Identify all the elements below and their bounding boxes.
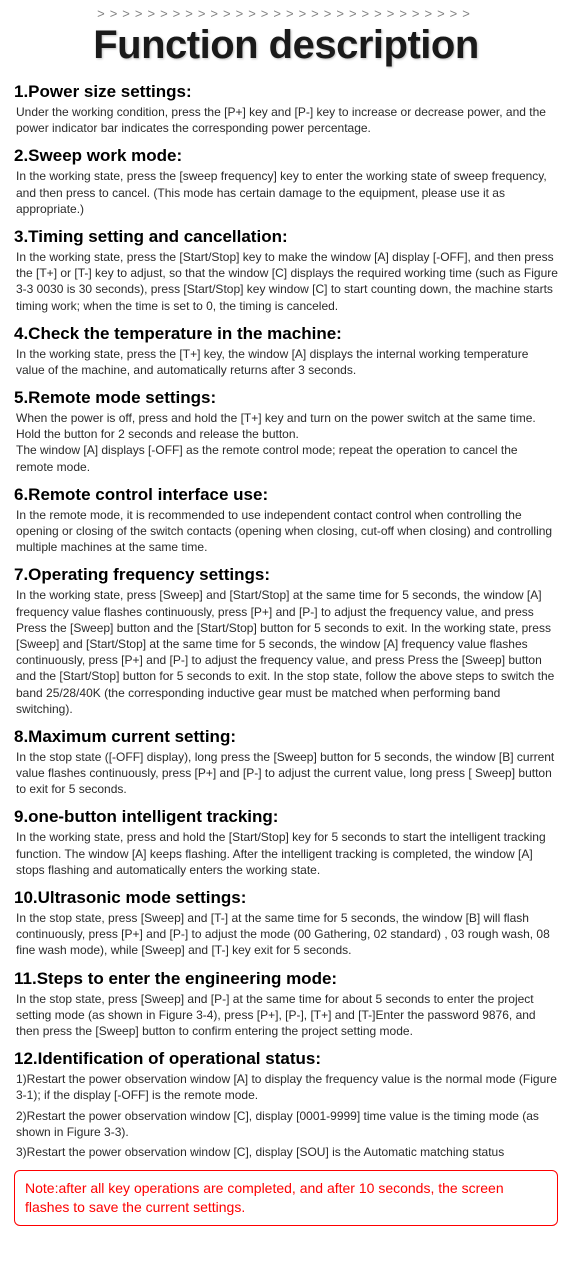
section-heading: 11.Steps to enter the engineering mode: (14, 969, 558, 989)
sections-container: 1.Power size settings:Under the working … (14, 82, 558, 1160)
section-heading: 2.Sweep work mode: (14, 146, 558, 166)
section-heading: 5.Remote mode settings: (14, 388, 558, 408)
chevron-decoration: >>>>>>>>>>>>>>>>>>>>>>>>>>>>>> (14, 6, 558, 21)
section-body: In the stop state ([-OFF] display), long… (14, 749, 558, 798)
section-heading: 6.Remote control interface use: (14, 485, 558, 505)
section-sub-item: 2)Restart the power observation window [… (14, 1108, 558, 1140)
section: 1.Power size settings:Under the working … (14, 82, 558, 136)
section: 12.Identification of operational status:… (14, 1049, 558, 1160)
section-body: In the working state, press the [sweep f… (14, 168, 558, 217)
section-heading: 1.Power size settings: (14, 82, 558, 102)
section-body: In the working state, press the [Start/S… (14, 249, 558, 314)
section-sub-item: 1)Restart the power observation window [… (14, 1071, 558, 1103)
section: 9.one-button intelligent tracking:In the… (14, 807, 558, 878)
section: 2.Sweep work mode:In the working state, … (14, 146, 558, 217)
section-heading: 12.Identification of operational status: (14, 1049, 558, 1069)
section-sub-item: 3)Restart the power observation window [… (14, 1144, 558, 1160)
section: 4.Check the temperature in the machine:I… (14, 324, 558, 378)
section-body: In the working state, press and hold the… (14, 829, 558, 878)
section-body: In the stop state, press [Sweep] and [T-… (14, 910, 558, 959)
section-body: In the working state, press [Sweep] and … (14, 587, 558, 717)
section: 5.Remote mode settings:When the power is… (14, 388, 558, 475)
note-box: Note:after all key operations are comple… (14, 1170, 558, 1226)
page-title: Function description (14, 23, 558, 68)
section: 7.Operating frequency settings:In the wo… (14, 565, 558, 717)
section-heading: 8.Maximum current setting: (14, 727, 558, 747)
section-body: In the stop state, press [Sweep] and [P-… (14, 991, 558, 1040)
section: 6.Remote control interface use:In the re… (14, 485, 558, 556)
section-heading: 4.Check the temperature in the machine: (14, 324, 558, 344)
section: 3.Timing setting and cancellation:In the… (14, 227, 558, 314)
section-body: In the remote mode, it is recommended to… (14, 507, 558, 556)
section-heading: 10.Ultrasonic mode settings: (14, 888, 558, 908)
section-heading: 9.one-button intelligent tracking: (14, 807, 558, 827)
section-heading: 3.Timing setting and cancellation: (14, 227, 558, 247)
section: 8.Maximum current setting:In the stop st… (14, 727, 558, 798)
section-body: In the working state, press the [T+] key… (14, 346, 558, 378)
section: 11.Steps to enter the engineering mode:I… (14, 969, 558, 1040)
section: 10.Ultrasonic mode settings:In the stop … (14, 888, 558, 959)
section-body: Under the working condition, press the [… (14, 104, 558, 136)
section-heading: 7.Operating frequency settings: (14, 565, 558, 585)
section-body: When the power is off, press and hold th… (14, 410, 558, 475)
